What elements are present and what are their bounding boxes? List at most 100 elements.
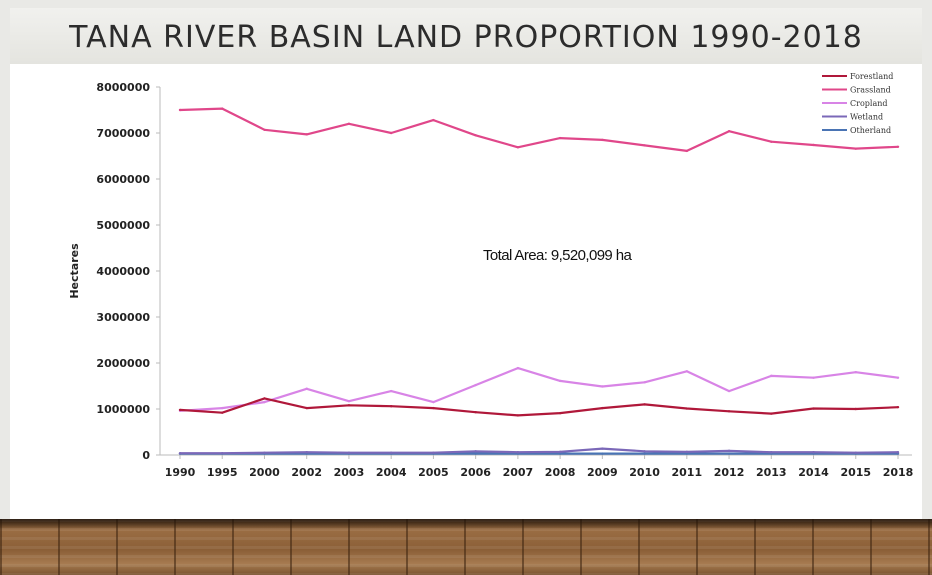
- y-tick-label: 5000000: [96, 219, 150, 232]
- x-tick-label: 2000: [249, 466, 280, 479]
- data-point-cropland: [432, 400, 435, 404]
- data-point-wetland: [263, 451, 266, 454]
- series-line-cropland: [179, 367, 899, 412]
- data-point-wetland: [347, 451, 351, 454]
- data-point-forestland: [305, 406, 308, 410]
- x-tick-label: 2007: [503, 466, 534, 479]
- data-point-forestland: [432, 406, 435, 410]
- legend-label-forestland: Forestland: [850, 72, 893, 81]
- y-axis: 0 1000000 2000000 3000000 4000000 5000000 6000…: [96, 81, 161, 462]
- data-point-cropland: [305, 387, 308, 390]
- data-point-cropland: [474, 383, 477, 387]
- floor-shadow: [0, 519, 932, 529]
- data-point-cropland: [643, 381, 646, 384]
- data-point-wetland: [432, 451, 435, 454]
- data-point-wetland: [305, 451, 308, 454]
- data-point-forestland: [727, 410, 731, 413]
- x-tick-label: 2018: [883, 466, 914, 479]
- data-point-forestland: [685, 407, 689, 410]
- data-point-cropland: [601, 385, 604, 388]
- legend-label-grassland: Grassland: [850, 86, 891, 95]
- data-point-grassland: [896, 145, 900, 148]
- data-point-otherland: [474, 452, 477, 455]
- x-tick-label: 1995: [207, 466, 238, 479]
- data-point-grassland: [854, 147, 857, 150]
- x-tick-label: 2011: [672, 466, 703, 479]
- data-point-wetland: [558, 450, 562, 453]
- data-point-wetland: [812, 451, 815, 454]
- x-tick-label: 2003: [334, 466, 365, 479]
- data-point-cropland: [854, 371, 857, 374]
- x-tick-label: 2005: [418, 466, 449, 479]
- data-point-forestland: [221, 411, 224, 414]
- data-point-grassland: [263, 128, 266, 131]
- y-tick-label: 0: [142, 449, 150, 462]
- data-point-cropland: [221, 406, 224, 410]
- data-point-grassland: [643, 144, 646, 147]
- data-point-forestland: [347, 404, 351, 407]
- data-point-grassland: [221, 107, 224, 110]
- data-point-cropland: [727, 389, 731, 393]
- series-line-wetland: [180, 447, 899, 455]
- x-tick-label: 2014: [798, 466, 829, 479]
- x-tick-label: 2012: [714, 466, 745, 479]
- page-title: TANA RIVER BASIN LAND PROPORTION 1990-20…: [69, 20, 863, 55]
- data-point-otherland: [558, 452, 562, 455]
- x-tick-label: 2013: [756, 466, 787, 479]
- data-point-forestland: [854, 407, 857, 411]
- legend: Forestland Grassland Cropland Wetland Otherl…: [822, 72, 893, 135]
- data-point-grassland: [178, 108, 182, 112]
- data-point-forestland: [770, 412, 773, 415]
- data-point-cropland: [685, 370, 689, 373]
- data-point-cropland: [516, 366, 520, 370]
- legend-label-cropland: Cropland: [850, 99, 887, 108]
- series-line-grassland: [179, 107, 899, 152]
- data-point-cropland: [347, 399, 351, 403]
- x-tick-label: 1990: [165, 466, 196, 479]
- data-point-grassland: [347, 122, 351, 126]
- x-axis: 1990 1995 2000 2002 2003 2004 2005 2006 2007 2008…: [160, 454, 914, 479]
- x-tick-label: 2008: [545, 466, 576, 479]
- total-area-annotation: Total Area: 9,520,099 ha: [483, 247, 632, 264]
- y-tick-label: 4000000: [96, 265, 150, 278]
- data-point-grassland: [516, 146, 520, 149]
- data-point-forestland: [601, 406, 604, 410]
- y-tick-label: 7000000: [96, 127, 150, 140]
- data-point-otherland: [643, 452, 646, 455]
- y-tick-label: 8000000: [96, 81, 150, 94]
- data-point-forestland: [178, 408, 182, 412]
- data-point-grassland: [558, 136, 562, 140]
- content-panel: [10, 64, 922, 519]
- data-point-cropland: [389, 389, 393, 393]
- data-point-grassland: [432, 118, 435, 122]
- data-point-forestland: [389, 405, 393, 408]
- y-tick-label: 2000000: [96, 357, 150, 370]
- y-tick-label: 1000000: [96, 403, 150, 416]
- data-point-wetland: [221, 451, 224, 455]
- data-point-cropland: [558, 379, 562, 383]
- data-point-cropland: [896, 376, 900, 379]
- data-point-wetland: [770, 451, 773, 454]
- x-tick-label: 2009: [587, 466, 618, 479]
- y-tick-label: 3000000: [96, 311, 150, 324]
- data-point-wetland: [727, 449, 731, 453]
- data-point-grassland: [305, 133, 308, 136]
- y-tick-label: 6000000: [96, 173, 150, 186]
- data-point-forestland: [896, 405, 900, 409]
- data-point-forestland: [474, 411, 477, 414]
- series-layer: [178, 107, 900, 455]
- data-point-grassland: [727, 129, 731, 133]
- legend-label-wetland: Wetland: [850, 113, 883, 122]
- y-axis-title: Hectares: [68, 243, 81, 299]
- data-point-cropland: [263, 400, 266, 404]
- x-tick-label: 2004: [376, 466, 407, 479]
- data-point-wetland: [389, 451, 393, 454]
- data-point-grassland: [812, 143, 815, 147]
- x-tick-label: 2006: [460, 466, 491, 479]
- data-point-grassland: [601, 138, 604, 142]
- data-point-wetland: [685, 450, 689, 453]
- data-point-cropland: [812, 376, 815, 379]
- data-point-forestland: [516, 414, 520, 417]
- x-tick-label: 2002: [291, 466, 322, 479]
